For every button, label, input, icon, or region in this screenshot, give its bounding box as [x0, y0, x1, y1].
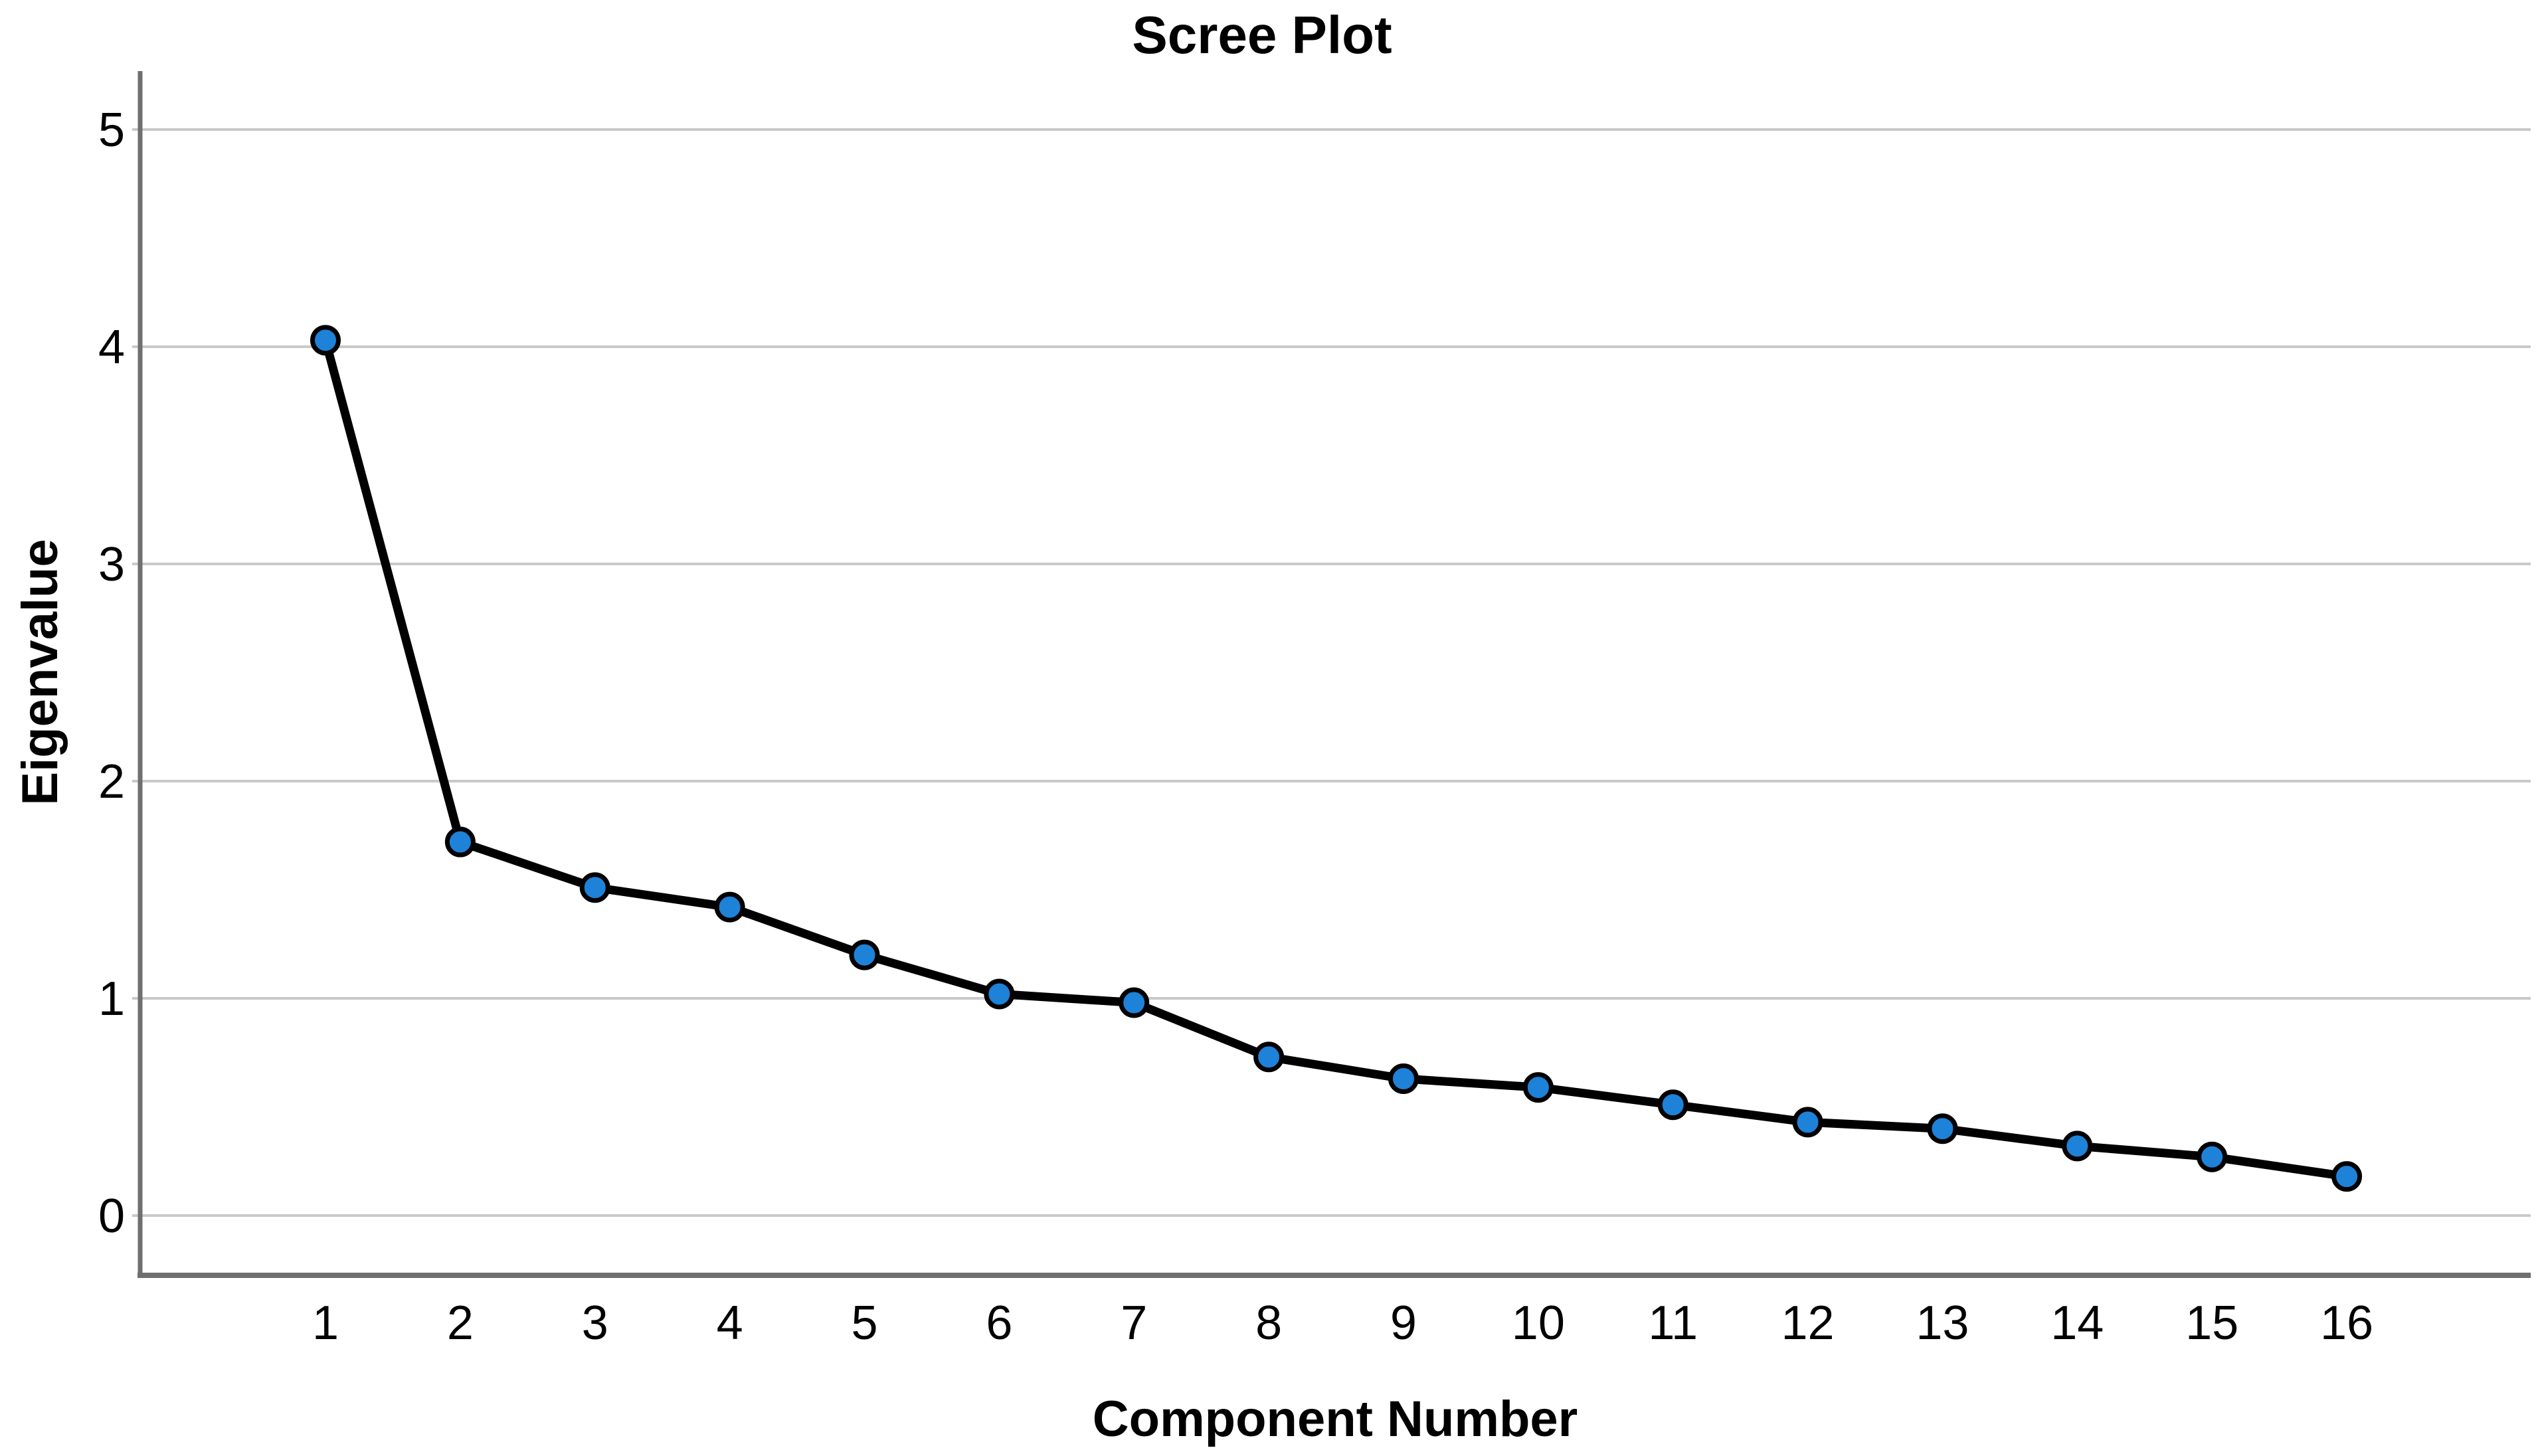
data-point-4 [714, 891, 745, 923]
x-axis-tick-labels: 1 2 3 4 5 6 7 8 9 10 11 12 13 14 15 16 [312, 1297, 2373, 1350]
y-tick-label-4: 4 [98, 321, 125, 374]
x-tick-label-6: 6 [986, 1297, 1012, 1350]
x-axis-title: Component Number [1093, 1391, 1578, 1447]
x-tick-label-10: 10 [1512, 1297, 1565, 1350]
gridlines [132, 128, 2531, 1217]
x-tick-label-8: 8 [1255, 1297, 1282, 1350]
y-tick-label-2: 2 [98, 755, 125, 808]
data-point-13 [1927, 1113, 1958, 1144]
series-line [321, 335, 2351, 1181]
x-tick-label-4: 4 [717, 1297, 743, 1350]
x-tick-label-7: 7 [1121, 1297, 1147, 1350]
x-tick-label-12: 12 [1781, 1297, 1835, 1350]
x-tick-label-1: 1 [312, 1297, 339, 1350]
eigenvalue-series [310, 325, 2363, 1192]
data-point-7 [1119, 987, 1150, 1018]
data-point-2 [444, 826, 476, 858]
x-tick-label-5: 5 [851, 1297, 877, 1350]
data-point-9 [1388, 1063, 1419, 1094]
y-axis-tick-labels: 0 1 2 3 4 5 [98, 104, 125, 1243]
data-point-3 [579, 872, 610, 903]
x-tick-label-14: 14 [2050, 1297, 2104, 1350]
data-point-8 [1253, 1042, 1285, 1073]
y-tick-label-0: 0 [98, 1190, 125, 1243]
data-point-14 [2062, 1131, 2093, 1162]
x-tick-label-3: 3 [582, 1297, 608, 1350]
data-point-10 [1522, 1072, 1554, 1103]
x-tick-label-9: 9 [1390, 1297, 1417, 1350]
data-point-16 [2331, 1161, 2363, 1192]
x-tick-label-15: 15 [2185, 1297, 2238, 1350]
x-tick-label-2: 2 [447, 1297, 474, 1350]
x-tick-label-13: 13 [1916, 1297, 1969, 1350]
x-tick-label-16: 16 [2320, 1297, 2373, 1350]
x-tick-label-11: 11 [1648, 1297, 1698, 1350]
chart-title: Scree Plot [1132, 5, 1392, 64]
data-point-5 [849, 939, 880, 970]
y-axis-title: Eigenvalue [12, 539, 68, 805]
axes [137, 71, 2531, 1278]
data-point-6 [984, 978, 1015, 1010]
data-point-1 [310, 325, 341, 356]
y-tick-label-5: 5 [98, 104, 125, 157]
y-tick-label-1: 1 [98, 972, 125, 1026]
data-point-11 [1657, 1089, 1688, 1121]
y-tick-label-3: 3 [98, 538, 125, 591]
data-point-12 [1792, 1107, 1823, 1138]
data-point-15 [2197, 1141, 2228, 1172]
